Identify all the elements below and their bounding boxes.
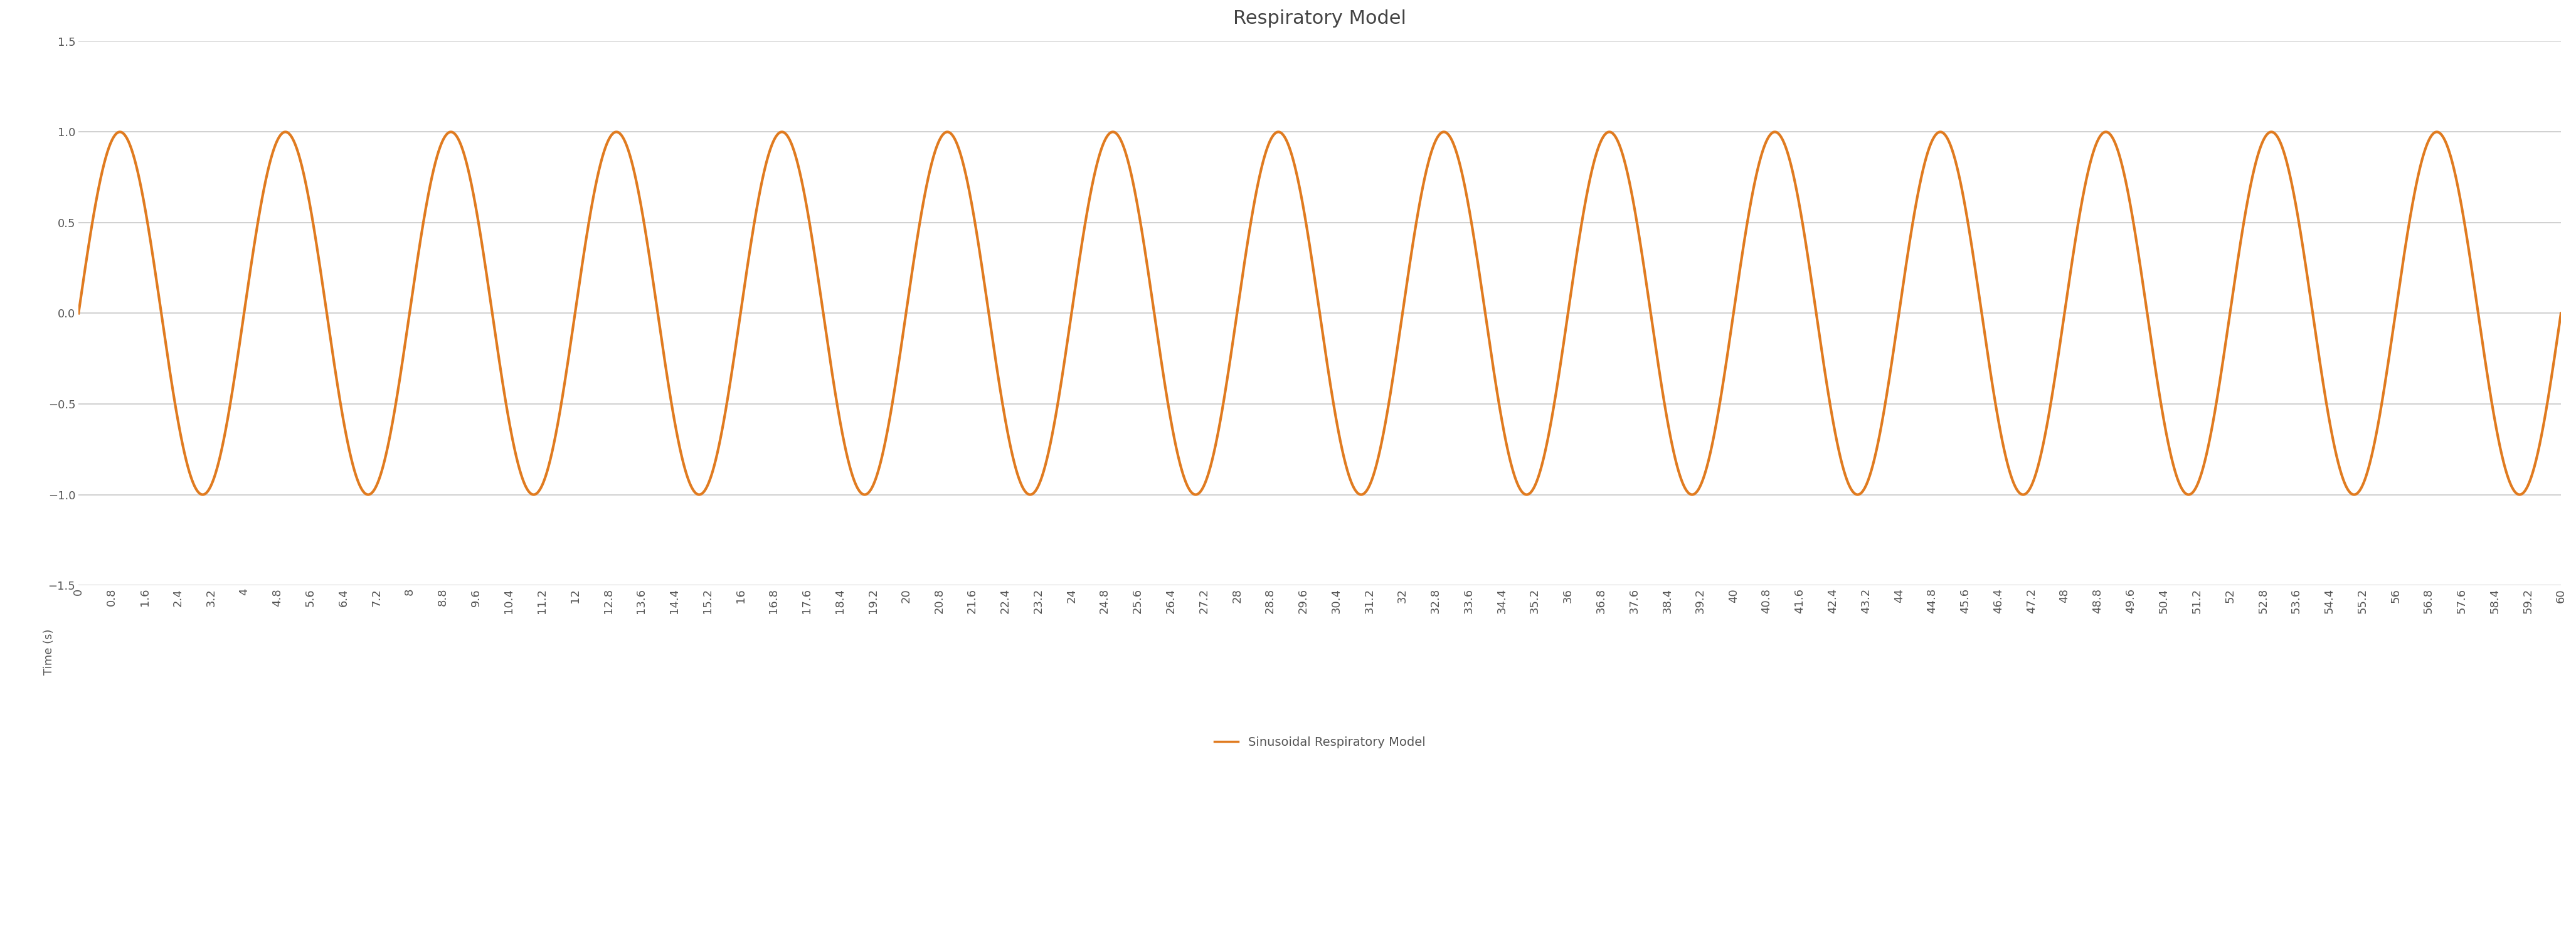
Sinusoidal Respiratory Model bbox=[1842, 489, 1873, 500]
Text: Time (s): Time (s) bbox=[44, 629, 54, 675]
Sinusoidal Respiratory Model bbox=[62, 307, 93, 319]
Sinusoidal Respiratory Model bbox=[2385, 274, 2416, 285]
Sinusoidal Respiratory Model bbox=[1564, 228, 1595, 239]
Sinusoidal Respiratory Model bbox=[1656, 439, 1687, 451]
Line: Sinusoidal Respiratory Model: Sinusoidal Respiratory Model bbox=[77, 132, 2561, 494]
Sinusoidal Respiratory Model bbox=[1759, 126, 1790, 137]
Sinusoidal Respiratory Model bbox=[683, 489, 714, 500]
Legend: Sinusoidal Respiratory Model: Sinusoidal Respiratory Model bbox=[1208, 732, 1430, 753]
Title: Respiratory Model: Respiratory Model bbox=[1234, 9, 1406, 28]
Sinusoidal Respiratory Model bbox=[850, 489, 881, 500]
Sinusoidal Respiratory Model bbox=[1236, 205, 1267, 216]
Sinusoidal Respiratory Model bbox=[2545, 307, 2576, 319]
